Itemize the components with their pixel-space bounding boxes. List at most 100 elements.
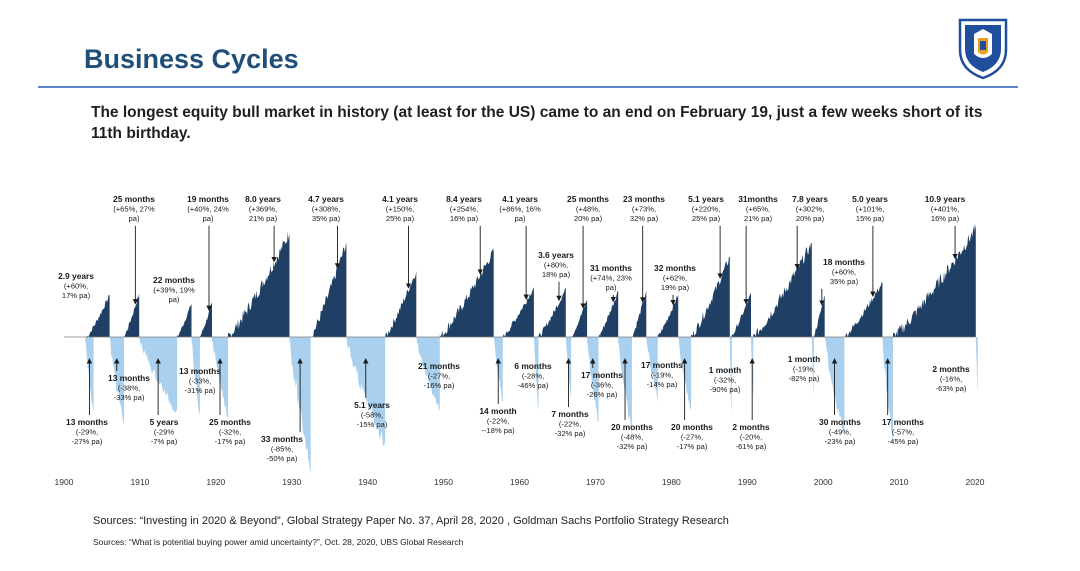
bull-market-label: 25% pa) — [692, 214, 721, 223]
bear-market-label: -33% pa) — [114, 393, 145, 402]
bear-market-label: (-85%, — [271, 445, 293, 454]
bull-market-label: (+39%, 19% — [153, 286, 195, 295]
bear-market-label: (-36%, — [591, 381, 613, 390]
bull-market-label: 25 months — [113, 194, 155, 204]
source-note-goldman: Sources: “Investing in 2020 & Beyond”, G… — [93, 515, 729, 527]
bear-market-area — [109, 337, 124, 425]
bear-market-label: -7% pa) — [151, 437, 178, 446]
bull-market-label: (+60%, — [832, 268, 856, 277]
bear-market-label: 30 months — [819, 417, 861, 427]
x-tick-label: 1990 — [738, 477, 757, 487]
bear-market-label: (-27%, — [681, 433, 703, 442]
bull-market-label: 31months — [738, 194, 778, 204]
x-tick-label: 2020 — [966, 477, 985, 487]
bull-market-area — [813, 295, 825, 337]
bull-market-area — [691, 257, 730, 337]
bear-market-label: 7 months — [551, 409, 589, 419]
bear-market-label: 21 months — [418, 361, 460, 371]
bull-market-area — [893, 224, 976, 337]
bull-market-label: 17% pa) — [62, 291, 91, 300]
bear-market-label: -32% pa) — [555, 429, 586, 438]
bear-market-label: 14 month — [479, 406, 516, 416]
bull-market-label: (+86%, 16% — [499, 205, 541, 214]
bear-market-area — [975, 337, 978, 393]
bull-market-area — [86, 294, 110, 337]
bull-market-area — [571, 299, 588, 337]
bull-market-label: 15% pa) — [856, 214, 885, 223]
bear-market-label: (-38%, — [118, 384, 140, 393]
bear-market-area — [646, 337, 658, 402]
bear-market-label: 13 months — [179, 366, 221, 376]
bear-market-label: -31% pa) — [185, 386, 216, 395]
bull-market-label: pa) — [203, 214, 214, 223]
bear-market-label: (-48%, — [621, 433, 643, 442]
x-tick-label: 1900 — [55, 477, 74, 487]
bull-market-label: pa) — [606, 283, 617, 292]
bull-market-label: 35% pa) — [830, 277, 859, 286]
bear-market-label: 1 month — [709, 365, 742, 375]
bull-market-area — [228, 231, 290, 337]
bull-market-area — [124, 293, 140, 337]
bear-market-label: -14% pa) — [647, 380, 678, 389]
bull-market-area — [502, 287, 534, 337]
bull-market-label: pa) — [169, 295, 180, 304]
bull-market-label: 32% pa) — [630, 214, 659, 223]
bull-market-area — [199, 302, 212, 337]
bull-market-label: (+101%, — [856, 205, 885, 214]
bear-market-label: -17% pa) — [215, 437, 246, 446]
bear-market-label: -46% pa) — [518, 381, 549, 390]
bull-market-label: 7.8 years — [792, 194, 828, 204]
bull-market-label: (+150%, — [386, 205, 415, 214]
bear-market-label: -32% pa) — [617, 442, 648, 451]
bull-market-label: (+40%, 24% — [187, 205, 229, 214]
bull-market-label: 23 months — [623, 194, 665, 204]
bull-market-label: pa) — [129, 214, 140, 223]
bull-market-area — [177, 303, 192, 337]
bull-market-label: (+369%, — [249, 205, 278, 214]
bull-market-area — [753, 243, 812, 337]
bear-market-label: (-33%, — [189, 377, 211, 386]
bear-market-area — [416, 337, 440, 412]
x-tick-label: 2000 — [814, 477, 833, 487]
bull-market-area — [385, 270, 417, 337]
bear-market-label: -45% pa) — [888, 437, 919, 446]
bear-market-label: -50% pa) — [267, 454, 298, 463]
bull-market-area — [538, 287, 566, 337]
bear-market-label: (-32%, — [714, 376, 736, 385]
bull-market-label: (+62%, — [663, 274, 687, 283]
bull-market-label: 35% pa) — [312, 214, 341, 223]
bull-market-label: (+220%, — [692, 205, 721, 214]
bull-market-label: 3.6 years — [538, 250, 574, 260]
bear-market-label: 13 months — [66, 417, 108, 427]
bull-market-area — [439, 248, 494, 337]
bear-market-label: (-22%, — [487, 417, 509, 426]
bull-market-label: (+302%, — [796, 205, 825, 214]
bull-market-label: (+401%, — [931, 205, 960, 214]
bull-market-label: 5.1 years — [688, 194, 724, 204]
bull-market-label: 21% pa) — [249, 214, 278, 223]
slide-subtitle: The longest equity bull market in histor… — [91, 104, 983, 142]
bull-market-area — [310, 242, 347, 337]
bull-market-label: 2.9 years — [58, 271, 94, 281]
bull-market-label: 8.4 years — [446, 194, 482, 204]
bear-market-label: (-22%, — [559, 420, 581, 429]
bear-market-label: --18% pa) — [481, 426, 515, 435]
bull-market-area — [731, 293, 751, 337]
bull-market-area — [631, 290, 647, 337]
x-tick-label: 1940 — [358, 477, 377, 487]
bear-market-label: 20 months — [671, 422, 713, 432]
slide-title: Business Cycles — [84, 44, 299, 74]
bull-market-label: (+65%, 27% — [113, 205, 155, 214]
bear-market-label: -15% pa) — [357, 420, 388, 429]
bear-market-label: 1 month — [788, 354, 821, 364]
bear-market-label: (-27%, — [428, 372, 450, 381]
bull-market-label: 16% pa) — [931, 214, 960, 223]
x-tick-label: 2010 — [890, 477, 909, 487]
bear-market-area — [587, 337, 599, 422]
bear-market-label: -61% pa) — [736, 442, 767, 451]
bull-market-label: (+308%, — [312, 205, 341, 214]
x-tick-label: 1970 — [586, 477, 605, 487]
bull-market-label: 31 months — [590, 263, 632, 273]
bull-market-label: (+48%, — [576, 205, 600, 214]
bull-market-label: pa) — [515, 214, 526, 223]
